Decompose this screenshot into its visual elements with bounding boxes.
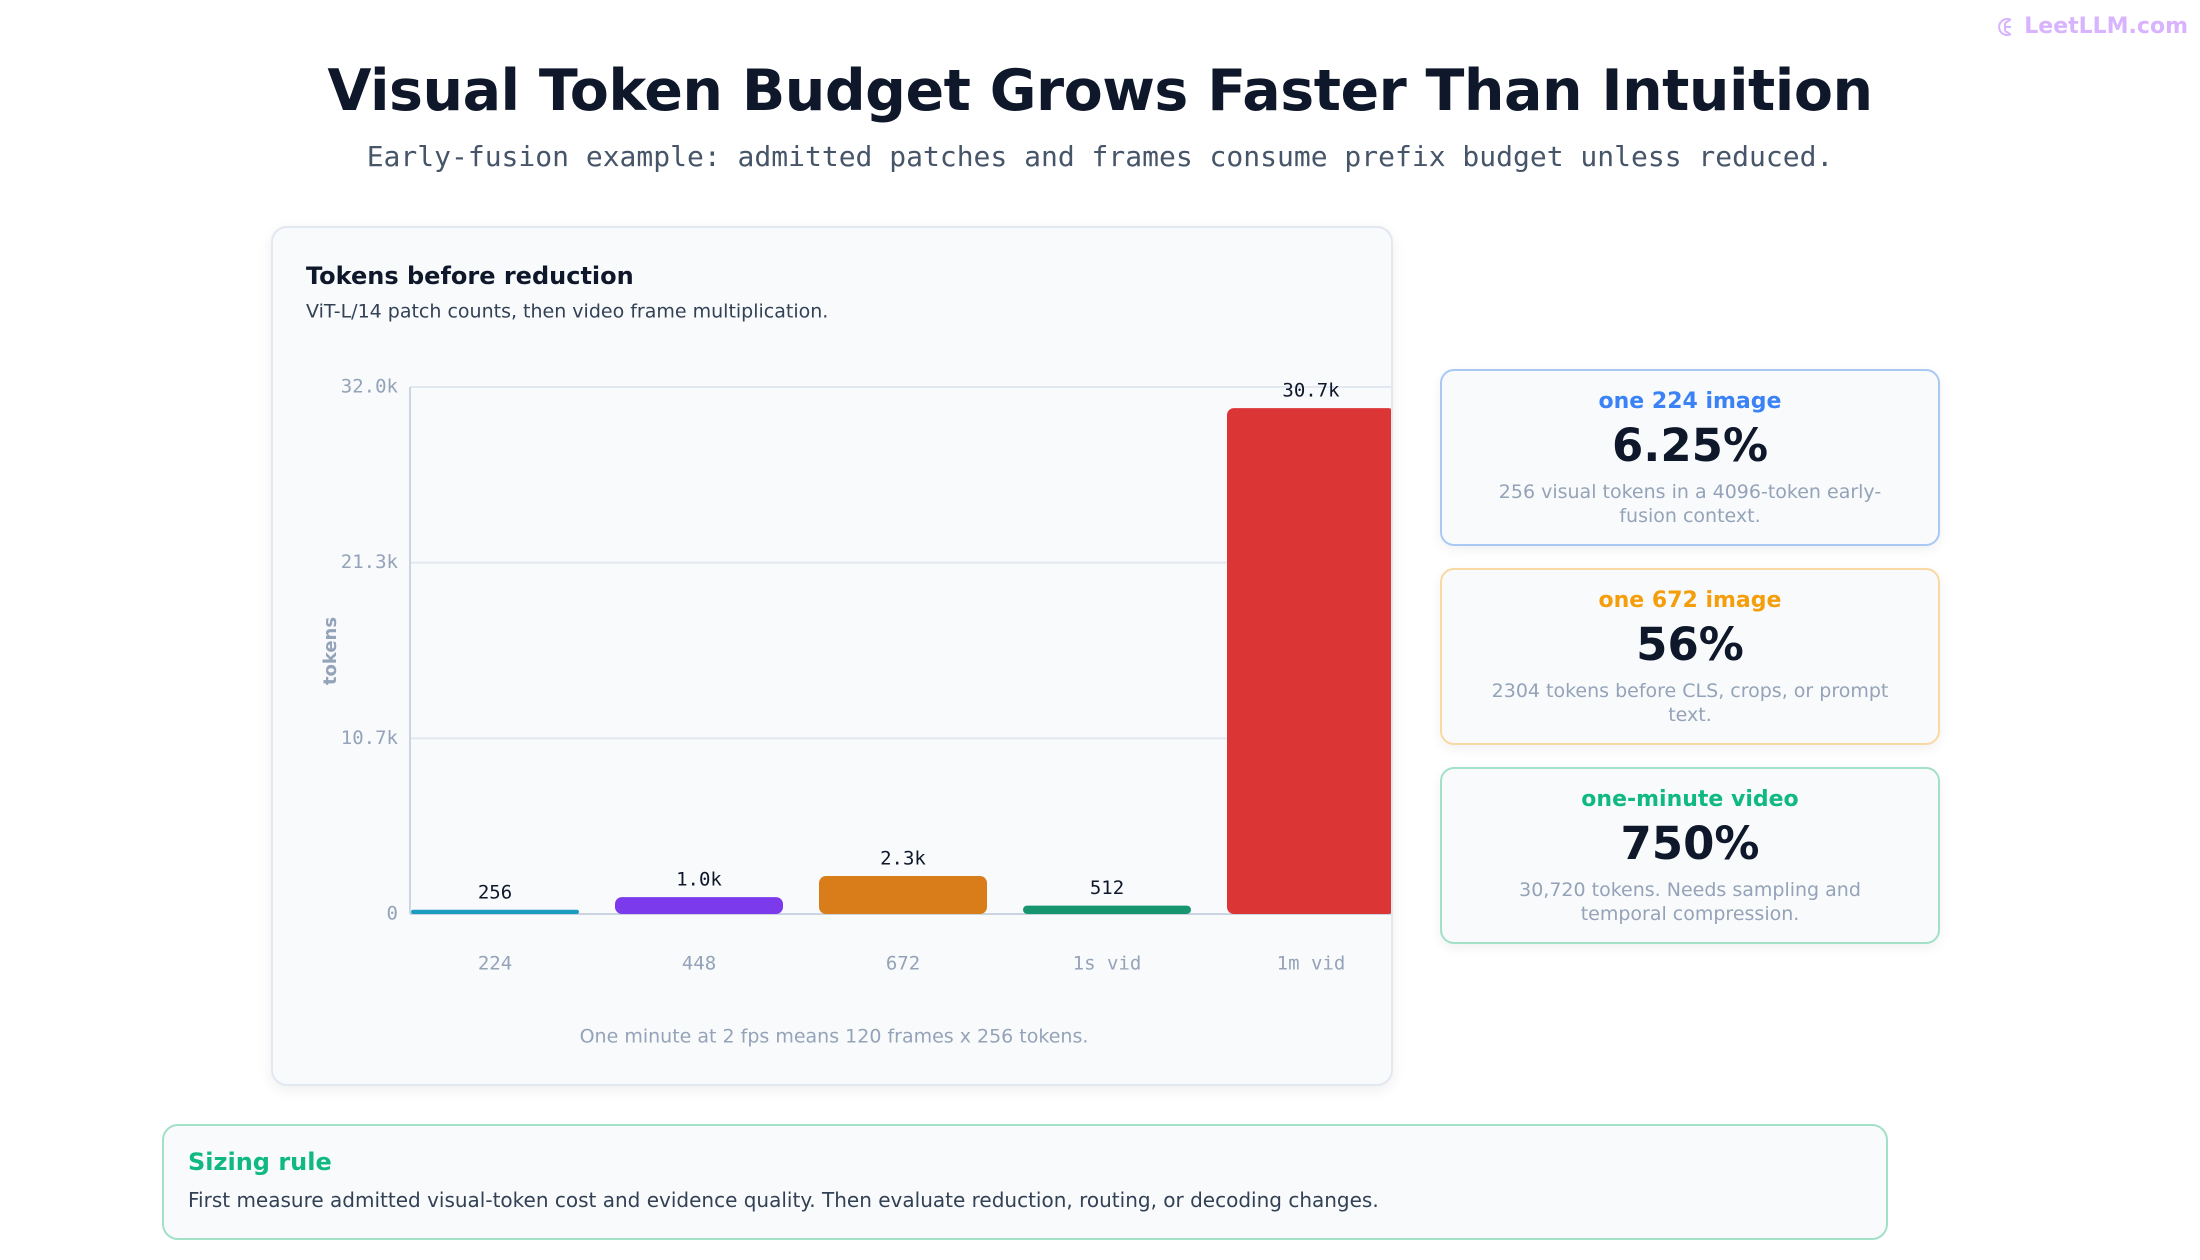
stat-card: one-minute video 750% 30,720 tokens. Needs… bbox=[1440, 767, 1940, 944]
chart-title: Tokens before reduction bbox=[306, 262, 634, 290]
sizing-rule: Sizing rule First measure admitted visua… bbox=[162, 1124, 1888, 1240]
stat-description: 30,720 tokens. Needs sampling and tempor… bbox=[1519, 879, 1861, 925]
y-tick-label: 32.0k bbox=[341, 376, 399, 398]
bar bbox=[819, 876, 987, 914]
bar bbox=[615, 897, 783, 914]
brand-text: LeetLLM.com bbox=[2024, 14, 2188, 39]
stat-card: one 672 image 56% 2304 tokens before CLS, … bbox=[1440, 568, 1940, 745]
value-label: 2.3k bbox=[880, 848, 926, 870]
chart: Tokens before reduction ViT-L/14 patch c… bbox=[306, 262, 1391, 1048]
rule-title: Sizing rule bbox=[188, 1148, 332, 1176]
stat-card: one 224 image 6.25% 256 visual tokens in a… bbox=[1440, 369, 1940, 546]
y-axis-label: tokens bbox=[320, 617, 341, 685]
stat-description: 2304 tokens before CLS, crops, or prompt… bbox=[1491, 680, 1889, 726]
x-tick-label: 672 bbox=[886, 953, 920, 975]
x-tick-label: 1m vid bbox=[1277, 953, 1346, 975]
chart-note: One minute at 2 fps means 120 frames x 2… bbox=[580, 1026, 1089, 1048]
value-label: 512 bbox=[1090, 877, 1124, 899]
bar bbox=[1227, 408, 1391, 914]
stat-title: one 672 image bbox=[1598, 588, 1782, 613]
rule-text: First measure admitted visual-token cost… bbox=[188, 1188, 1379, 1212]
bar bbox=[411, 909, 579, 914]
x-tick-label: 448 bbox=[682, 953, 716, 975]
value-label: 1.0k bbox=[676, 869, 722, 891]
chart-card: Tokens before reduction ViT-L/14 patch c… bbox=[271, 226, 1393, 1086]
x-tick-label: 1s vid bbox=[1073, 953, 1142, 975]
y-tick-label: 21.3k bbox=[341, 551, 399, 573]
page-title: Visual Token Budget Grows Faster Than In… bbox=[327, 58, 1873, 124]
stat-description: 256 visual tokens in a 4096-token early-… bbox=[1498, 481, 1882, 527]
y-tick-label: 0 bbox=[387, 903, 398, 925]
x-tick-label: 224 bbox=[478, 953, 512, 975]
brand: LeetLLM.com bbox=[1996, 14, 2188, 39]
y-tick-label: 10.7k bbox=[341, 727, 399, 749]
stat-value: 56% bbox=[1636, 618, 1744, 671]
value-label: 256 bbox=[478, 881, 512, 903]
stat-value: 750% bbox=[1620, 817, 1760, 870]
stat-value: 6.25% bbox=[1611, 419, 1769, 472]
brand-icon bbox=[1998, 17, 2012, 36]
value-label: 30.7k bbox=[1282, 380, 1340, 402]
bar bbox=[1023, 905, 1191, 914]
chart-subtitle: ViT-L/14 patch counts, then video frame … bbox=[306, 301, 828, 323]
page-subtitle: Early-fusion example: admitted patches a… bbox=[366, 140, 1834, 173]
stat-title: one 224 image bbox=[1598, 389, 1782, 414]
stat-title: one-minute video bbox=[1581, 787, 1799, 812]
